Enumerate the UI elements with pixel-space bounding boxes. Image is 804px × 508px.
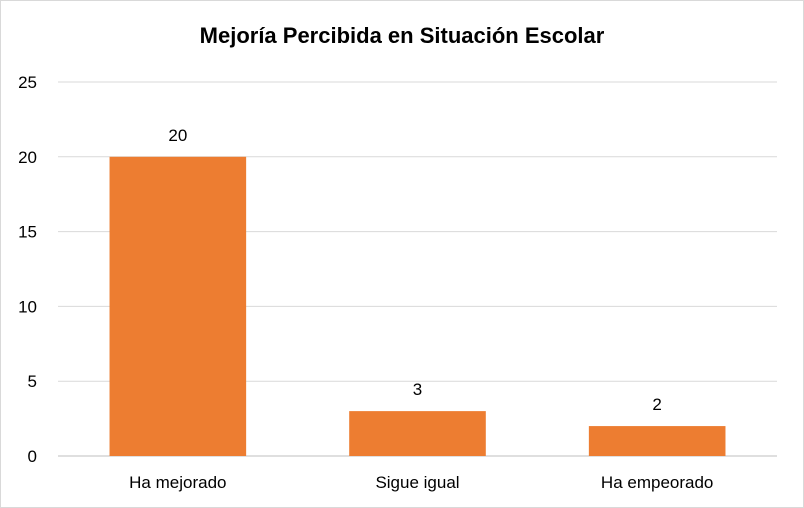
data-label: 20 xyxy=(168,126,187,145)
data-label: 3 xyxy=(413,380,422,399)
x-tick-label: Sigue igual xyxy=(375,473,459,492)
y-tick-label: 5 xyxy=(28,372,37,391)
y-tick-label: 0 xyxy=(28,447,37,466)
data-label: 2 xyxy=(652,395,661,414)
y-tick-label: 15 xyxy=(18,223,37,242)
bar xyxy=(588,426,726,456)
bar xyxy=(109,156,247,457)
chart-title: Mejoría Percibida en Situación Escolar xyxy=(199,23,605,48)
y-tick-label: 20 xyxy=(18,148,37,167)
bar xyxy=(349,411,486,456)
y-tick-label: 25 xyxy=(18,73,37,92)
y-tick-label: 10 xyxy=(18,297,37,316)
x-tick-label: Ha empeorado xyxy=(601,473,713,492)
x-tick-label: Ha mejorado xyxy=(129,473,226,492)
